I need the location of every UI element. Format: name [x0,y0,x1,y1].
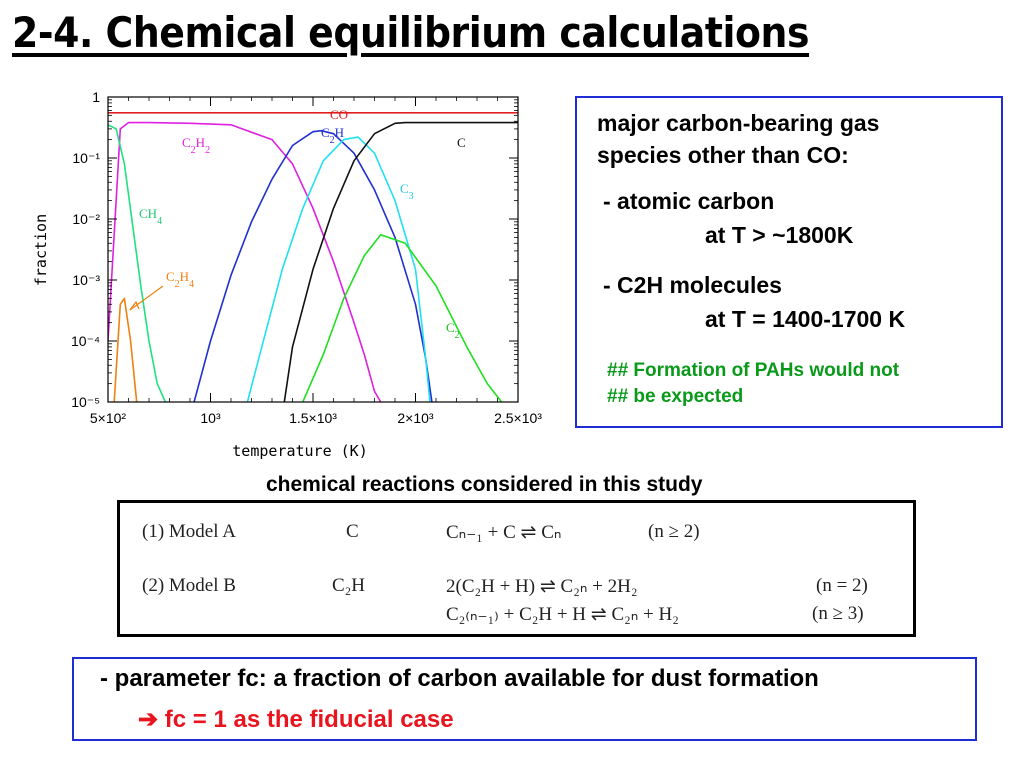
reactions-caption: chemical reactions considered in this st… [266,473,703,496]
series-c-line [283,121,518,402]
row2-reaction: 2(C₂H + H) ⇌ C₂ₙ + 2H₂ [446,576,638,597]
y-tick-label: 10⁻² [72,211,100,227]
series-c2h2-line [108,121,382,402]
series-c3-line [246,136,431,402]
x-tick-label: 2×10³ [397,410,434,426]
series-label-c2h2: C2H2 [182,135,210,156]
parameter-line-1: - parameter fc: a fraction of carbon ava… [100,665,819,692]
series-label-c2: C2 [446,320,460,341]
x-axis-label: temperature (K) [232,442,367,460]
parameter-line-2: ➔ fc = 1 as the fiducial case [138,706,454,733]
info-item-atomic-carbon: - atomic carbon [603,188,775,214]
row2-model: (2) Model B [142,575,236,596]
info-line-1: major carbon-bearing gas [597,110,880,136]
y-tick-label: 10⁻¹ [72,150,100,166]
series-c2-line [302,234,503,402]
info-item-c2h-temp: at T = 1400-1700 K [705,306,906,332]
row3-condition: (n ≥ 3) [812,603,864,624]
pah-note-line-2: ## be expected [607,386,744,407]
info-item-atomic-carbon-temp: at T > ~1800K [705,222,854,248]
row2-species: C₂H [332,575,366,596]
row1-condition: (n ≥ 2) [648,521,700,542]
series-label-c2h: C2H [321,125,344,146]
x-tick-label: 2.5×10³ [494,410,542,426]
x-tick-label: 5×10² [90,410,127,426]
series-label-c3: C3 [400,181,414,202]
parameter-box: - parameter fc: a fraction of carbon ava… [72,657,977,741]
slide-title: 2-4. Chemical equilibrium calculations [12,8,810,57]
info-line-2: species other than CO: [597,142,849,168]
series-label-c2h4: C2H4 [166,269,194,290]
series-c2h4-line [113,297,138,402]
y-tick-label: 10⁻⁴ [71,333,100,349]
equilibrium-chart: 1 10⁻¹ 10⁻² 10⁻³ 10⁻⁴ 10⁻⁵5×10² 10³ 1.5×10³ 2×10… [32,89,542,460]
row1-reaction: Cₙ₋₁ + C ⇌ Cₙ [446,522,562,543]
reactions-box: (1) Model A C Cₙ₋₁ + C ⇌ Cₙ (n ≥ 2) (2) … [117,500,916,637]
c2h4-pointer-arrow [129,285,164,311]
y-tick-label: 10⁻³ [72,272,100,288]
c2h4-pointer-arrowhead [129,300,140,311]
row2-condition: (n = 2) [816,575,868,596]
y-tick-label: 10⁻⁵ [71,394,100,410]
row3-reaction: C₂₍ₙ₋₁₎ + C₂H + H ⇌ C₂ₙ + H₂ [446,604,679,625]
series-label-ch4: CH4 [139,206,162,227]
x-tick-label: 1.5×10³ [289,410,337,426]
series-label-c: C [457,135,466,150]
species-info-box: major carbon-bearing gas species other t… [575,96,1003,428]
series-c2h-line [193,129,433,402]
y-axis-label: fraction [32,214,50,286]
series-ch4-line [108,124,167,402]
x-tick-label: 10³ [200,410,221,426]
row1-model: (1) Model A [142,521,236,542]
pah-note-line-1: ## Formation of PAHs would not [607,360,900,381]
info-item-c2h: - C2H molecules [603,272,782,298]
row1-species: C [346,521,359,542]
y-tick-label: 1 [92,89,100,105]
series-label-co: CO [330,107,348,122]
